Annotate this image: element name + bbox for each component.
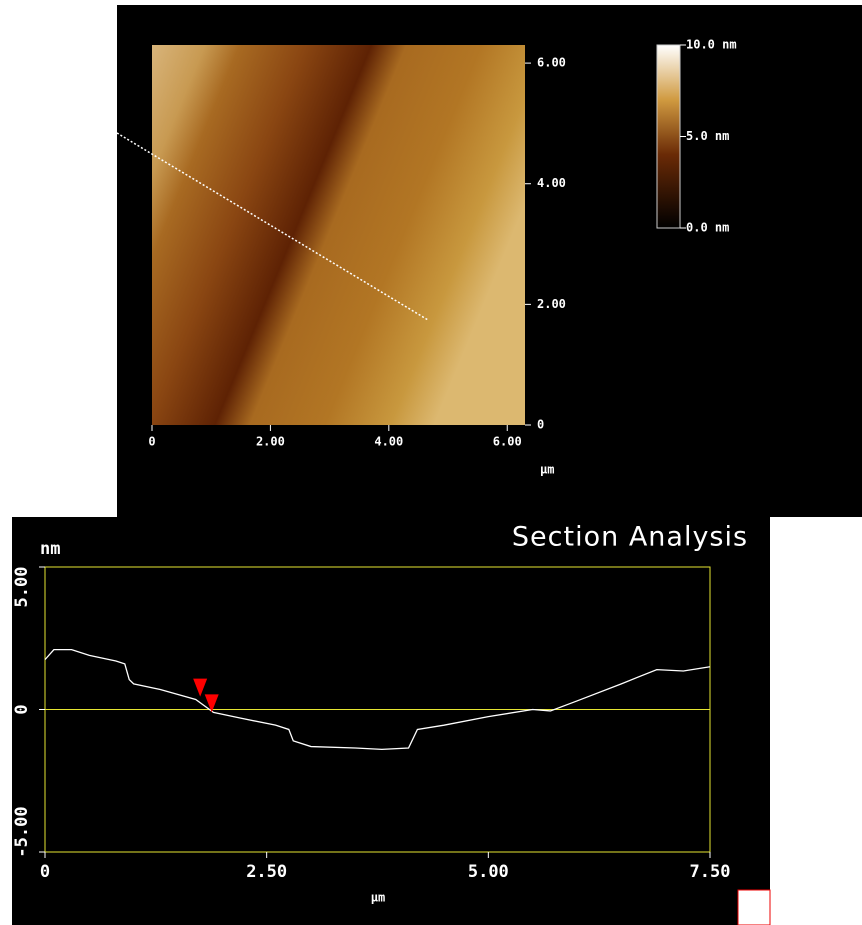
section-title: Section Analysis bbox=[512, 522, 748, 553]
y-tick-label: 6.00 bbox=[537, 56, 566, 70]
section-panel bbox=[12, 517, 770, 925]
y-tick-label: -5.00 bbox=[12, 806, 32, 857]
x-axis-label: µm bbox=[371, 891, 385, 905]
colorbar-label: 10.0 nm bbox=[686, 38, 737, 52]
x-axis-label: µm bbox=[540, 463, 554, 477]
cursor-marker bbox=[193, 678, 208, 697]
y-tick-label: 0 bbox=[537, 418, 544, 432]
y-tick-label: 2.00 bbox=[537, 297, 566, 311]
x-tick-label: 0 bbox=[40, 862, 50, 882]
y-axis-label: nm bbox=[40, 539, 60, 559]
x-tick-label: 4.00 bbox=[374, 435, 403, 449]
y-tick-label: 5.00 bbox=[12, 567, 32, 608]
section-line bbox=[116, 132, 429, 321]
x-tick-label: 2.50 bbox=[246, 862, 287, 882]
x-tick-label: 2.00 bbox=[256, 435, 285, 449]
y-tick-label: 4.00 bbox=[537, 176, 566, 190]
x-tick-label: 5.00 bbox=[468, 862, 509, 882]
cursor-marker bbox=[204, 694, 219, 713]
x-tick-label: 7.50 bbox=[690, 862, 731, 882]
x-tick-label: 6.00 bbox=[493, 435, 522, 449]
x-tick-label: 0 bbox=[148, 435, 155, 449]
profile-line bbox=[44, 649, 711, 751]
afm-image bbox=[152, 45, 525, 425]
colorbar-label: 0.0 nm bbox=[686, 221, 729, 235]
corner-box bbox=[737, 889, 771, 925]
colorbar-label: 5.0 nm bbox=[686, 129, 729, 143]
color-bar bbox=[656, 44, 681, 229]
y-tick-label: 0 bbox=[12, 704, 32, 714]
